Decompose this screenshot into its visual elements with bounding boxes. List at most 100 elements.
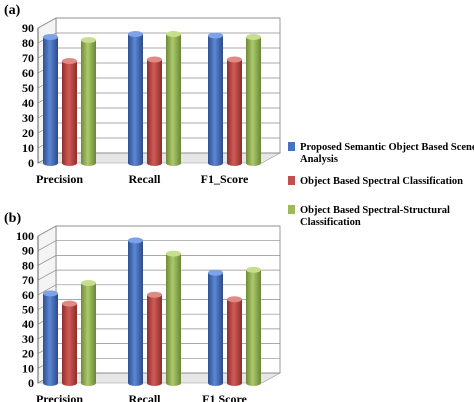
bar-top <box>227 56 242 63</box>
panel-a-label: (a) <box>4 3 21 18</box>
legend-swatch <box>288 205 295 214</box>
legend: Proposed Semantic Object Based SceneAnal… <box>288 142 474 228</box>
bar-base <box>128 160 143 166</box>
legend-label: Proposed Semantic Object Based Scene <box>300 142 474 153</box>
bar <box>208 272 223 383</box>
legend-label: Analysis <box>300 154 338 165</box>
legend-label: Classification <box>300 217 361 228</box>
y-tick-label: 70 <box>22 51 34 65</box>
gridline <box>37 269 280 281</box>
bar <box>227 299 242 383</box>
bar-base <box>227 160 242 166</box>
x-tick-label: Recall <box>129 172 162 186</box>
x-tick-label: Precision <box>36 172 83 186</box>
bar-base <box>166 380 181 386</box>
x-tick-label: F1 Score <box>202 392 247 402</box>
y-tick-label: 0 <box>28 376 34 390</box>
bar-top <box>227 296 242 303</box>
y-tick-label: 40 <box>22 317 34 331</box>
y-tick-label: 30 <box>22 332 34 346</box>
y-tick-label: 40 <box>22 96 34 110</box>
bar <box>128 34 143 163</box>
x-tick-label: F1_Score <box>201 172 249 186</box>
gridline <box>37 17 280 29</box>
bar <box>128 240 143 383</box>
legend-label: Object Based Spectral Classification <box>300 176 463 187</box>
bar-base <box>208 380 223 386</box>
x-tick-label: Precision <box>36 392 83 402</box>
bar-top <box>43 290 58 297</box>
bar-base <box>128 380 143 386</box>
bar <box>43 37 58 163</box>
bar-top <box>147 56 162 63</box>
y-tick-label: 30 <box>22 111 34 125</box>
bar-top <box>62 58 77 64</box>
bar-top <box>81 280 96 287</box>
bar-base <box>147 380 162 386</box>
y-tick-label: 20 <box>22 347 34 361</box>
bar-top <box>43 34 58 40</box>
bar-top <box>166 31 181 37</box>
y-tick-label: 10 <box>22 361 34 375</box>
y-tick-label: 50 <box>22 303 34 317</box>
bar <box>62 303 77 383</box>
bar <box>208 35 223 163</box>
bar-top <box>166 250 181 257</box>
bar-base <box>227 380 242 386</box>
bar-top <box>62 300 77 307</box>
bar-base <box>62 160 77 166</box>
bar-base <box>246 160 261 166</box>
bar <box>246 269 261 383</box>
bar-top <box>208 269 223 276</box>
bar <box>81 283 96 383</box>
y-tick-label: 80 <box>22 258 34 272</box>
bar-top <box>147 291 162 298</box>
y-tick-label: 100 <box>16 229 34 243</box>
gridline <box>37 284 280 296</box>
bar <box>62 61 77 163</box>
y-tick-label: 0 <box>28 156 34 170</box>
y-tick-label: 60 <box>22 288 34 302</box>
y-tick-label: 10 <box>22 141 34 155</box>
bar-top <box>128 31 143 37</box>
y-tick-label: 70 <box>22 273 34 287</box>
bar <box>147 294 162 383</box>
y-tick-label: 60 <box>22 66 34 80</box>
gridline <box>37 255 280 266</box>
bar <box>166 253 181 383</box>
y-tick-label: 80 <box>22 36 34 50</box>
bar-base <box>81 160 96 166</box>
bar <box>43 293 58 383</box>
bar-base <box>43 380 58 386</box>
bar-base <box>43 160 58 166</box>
bar-base <box>246 380 261 386</box>
x-tick-label: Recall <box>129 392 162 402</box>
bar <box>166 34 181 163</box>
bar-base <box>62 380 77 386</box>
bar-top <box>246 34 261 40</box>
bar-top <box>128 237 143 244</box>
y-tick-label: 50 <box>22 81 34 95</box>
bar-base <box>147 160 162 166</box>
gridline <box>37 225 280 237</box>
bar-base <box>81 380 96 386</box>
y-tick-label: 90 <box>22 21 34 35</box>
bar <box>246 37 261 163</box>
bar-base <box>208 160 223 166</box>
bar-base <box>166 160 181 166</box>
bar-top <box>208 32 223 39</box>
gridline <box>37 240 280 252</box>
bar-top <box>81 37 96 43</box>
y-tick-label: 20 <box>22 126 34 140</box>
y-tick-label: 90 <box>22 244 34 258</box>
legend-swatch <box>288 142 295 151</box>
legend-label: Object Based Spectral-Structural <box>300 205 450 216</box>
panel-b-label: (b) <box>4 211 21 226</box>
bar <box>81 40 96 163</box>
bar-top <box>246 266 261 273</box>
bar <box>147 59 162 163</box>
legend-swatch <box>288 176 295 185</box>
